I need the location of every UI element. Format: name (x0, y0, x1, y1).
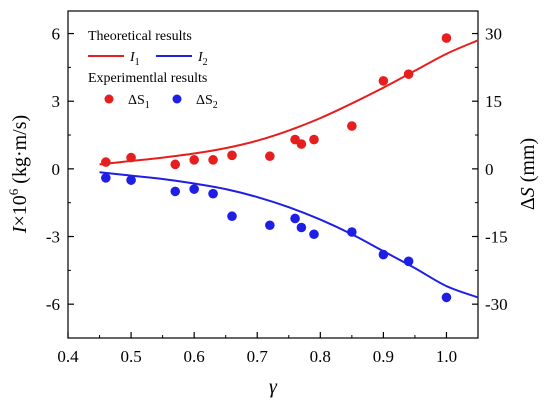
series-line-i2 (99, 171, 479, 299)
data-point-ds1 (101, 157, 111, 167)
data-point-ds2 (309, 229, 319, 240)
y-left-tick-label: 6 (52, 25, 61, 44)
data-point-ds1 (126, 152, 136, 163)
data-point-ds2 (296, 222, 307, 233)
data-point-ds2 (101, 173, 111, 183)
y-left-tick-label: -6 (46, 295, 60, 314)
y-axis-title-left-rest: ×10 (9, 195, 31, 226)
data-point-ds1 (347, 121, 357, 131)
data-point-ds2 (378, 249, 389, 260)
series-points (101, 33, 452, 303)
x-tick-label: 0.6 (184, 347, 205, 366)
data-point-ds2 (189, 184, 199, 194)
y-right-tick-label: 30 (485, 25, 502, 44)
svg-text:ΔS (mm): ΔS (mm) (517, 138, 539, 210)
data-point-ds1 (309, 134, 319, 145)
plot-area (67, 10, 479, 339)
data-point-ds1 (403, 69, 414, 79)
x-tick-label: 0.7 (247, 347, 269, 366)
y-right-tick-label: 15 (485, 92, 502, 111)
legend-label-i2: I2 (197, 50, 208, 68)
y-axis-title-right-delta: Δ (517, 197, 539, 210)
legend-label-ds2: ΔS2 (196, 93, 218, 111)
data-point-ds2 (227, 211, 237, 222)
legend-theory-title: Theoretical results (88, 29, 192, 44)
data-point-ds1 (170, 159, 181, 170)
y-right-tick-label: -15 (485, 228, 508, 247)
y-axis-title-right: ΔS (mm) (517, 138, 539, 210)
legend-marker-ds1 (104, 94, 114, 104)
data-point-ds2 (208, 188, 218, 199)
y-right-tick-label: 0 (485, 160, 494, 179)
x-tick-label: 0.5 (120, 347, 141, 366)
data-point-ds2 (403, 256, 414, 267)
y-right-tick-label: -30 (485, 295, 508, 314)
data-point-ds2 (265, 220, 275, 231)
y-left-tick-label: 3 (52, 92, 61, 111)
ticks-layer (67, 32, 478, 338)
data-point-ds2 (290, 213, 300, 224)
legend-label-i1: I1 (129, 50, 140, 68)
y-axis-title-left-exp: 6 (6, 188, 21, 195)
y-axis-title-left-var: I (9, 225, 31, 234)
data-point-ds1 (189, 155, 199, 165)
y-axis-title-right-unit: (mm) (517, 138, 539, 187)
y-axis-title-left-unit: (kg·m/s) (9, 115, 31, 189)
legend-marker-ds2 (172, 94, 182, 104)
x-tick-label: 0.9 (373, 347, 394, 366)
series-line-i1 (99, 39, 479, 166)
x-tick-label: 0.4 (57, 347, 79, 366)
y-axis-title-right-var: S (517, 187, 539, 197)
data-point-ds2 (126, 175, 136, 185)
data-point-ds1 (265, 151, 275, 162)
data-point-ds2 (170, 186, 181, 197)
data-point-ds1 (227, 150, 237, 161)
x-axis-title: γ (269, 376, 278, 398)
legend-experiment-title: Experimentlal results (88, 71, 207, 86)
y-left-tick-label: -3 (46, 228, 60, 247)
data-point-ds1 (208, 155, 218, 165)
data-point-ds1 (378, 76, 389, 86)
y-left-tick-label: 0 (52, 160, 61, 179)
legend-label-ds1: ΔS1 (128, 93, 150, 111)
x-tick-label: 0.8 (310, 347, 331, 366)
legend: Theoretical results I1 I2 Experimentlal … (88, 29, 218, 111)
y-axis-title-left: I×106 (kg·m/s) (6, 115, 31, 234)
data-point-ds1 (441, 33, 452, 43)
data-point-ds2 (347, 227, 357, 237)
data-point-ds1 (296, 139, 307, 149)
series-lines (99, 39, 479, 299)
data-point-ds2 (441, 292, 452, 303)
x-tick-label: 1.0 (436, 347, 457, 366)
svg-text:I×106 (kg·m/s): I×106 (kg·m/s) (6, 115, 31, 234)
